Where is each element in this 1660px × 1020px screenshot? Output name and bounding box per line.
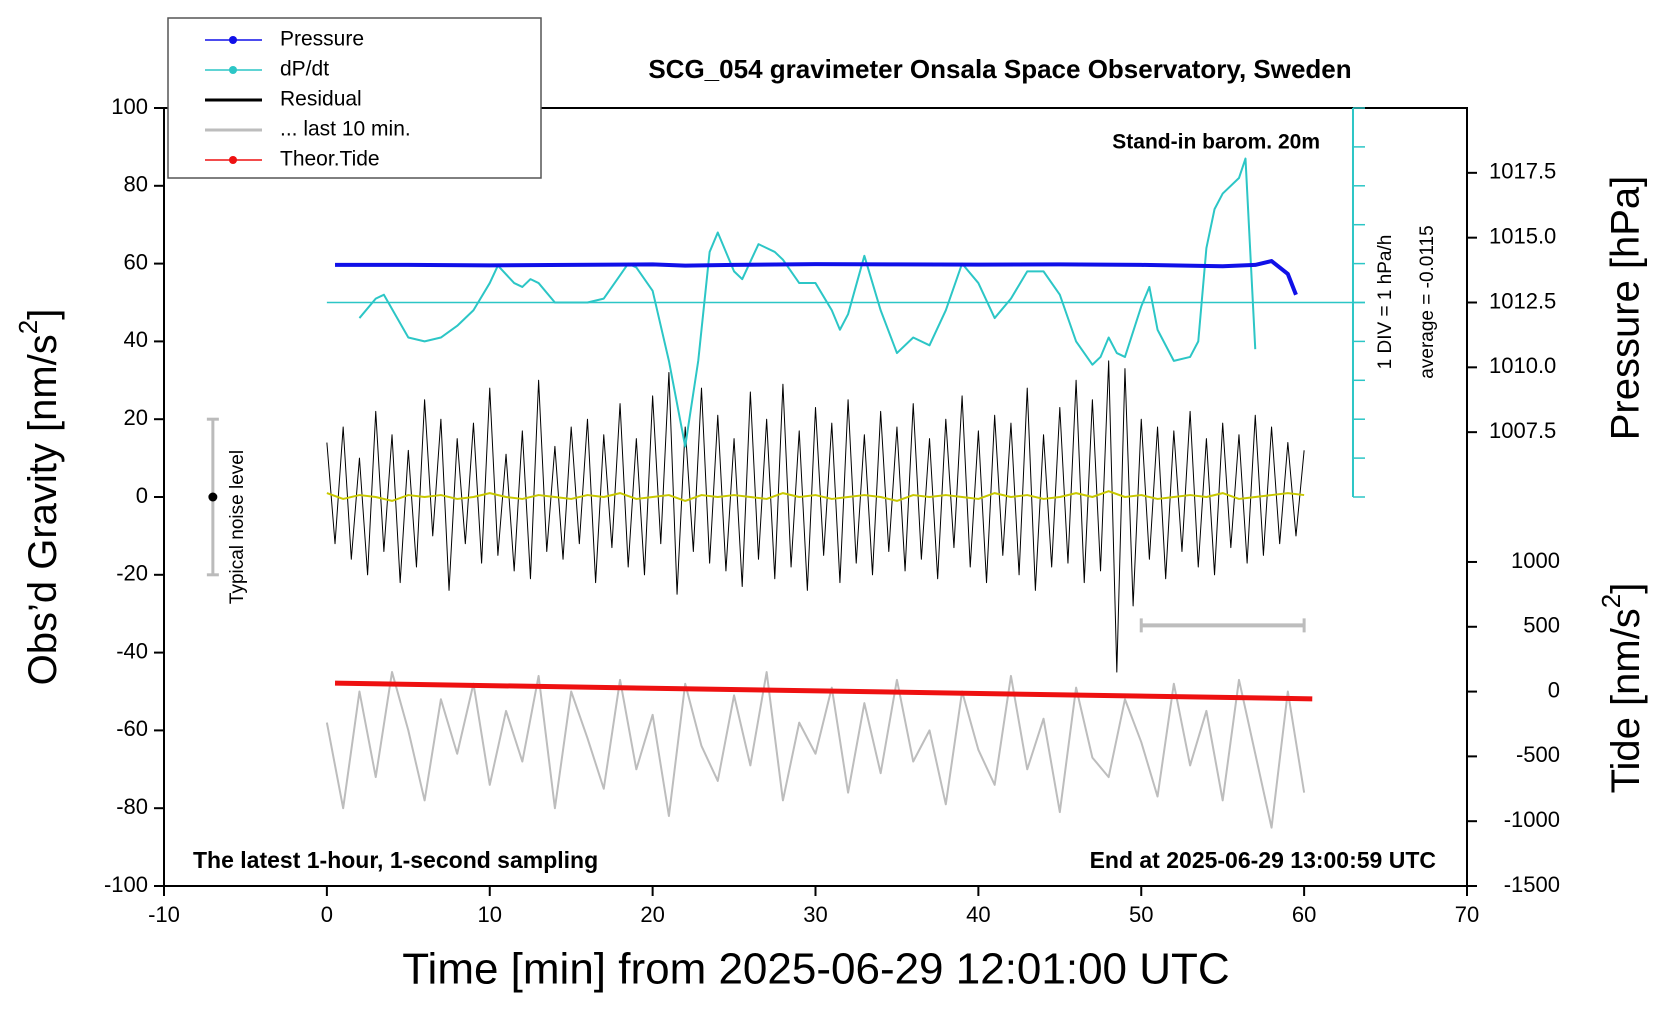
x-tick-label: 30 (803, 902, 827, 927)
legend-label: Theor.Tide (280, 148, 380, 171)
legend-marker (229, 156, 237, 164)
y3-tick-label: -500 (1516, 742, 1560, 767)
x-tick-label: 0 (321, 902, 333, 927)
y2-tick-label: 1015.0 (1489, 223, 1556, 248)
series-line (358, 157, 1257, 448)
y-tick-label: -100 (104, 872, 148, 897)
y-tick-label: -60 (116, 716, 148, 741)
series-line (325, 671, 1306, 829)
footer-left: The latest 1-hour, 1-second sampling (193, 847, 598, 873)
subtitle: Stand-in barom. 20m (1112, 131, 1320, 154)
legend-label: Pressure (280, 28, 364, 51)
y3-tick-label: -1500 (1504, 872, 1560, 897)
y3-tick-label: -1000 (1504, 807, 1560, 832)
y3-tick-label: 1000 (1511, 548, 1560, 573)
y-tick-label: 100 (111, 94, 148, 119)
footer-right: End at 2025-06-29 13:00:59 UTC (1090, 847, 1436, 873)
y3-axis-label-sup: 2 (1596, 594, 1626, 608)
series-line (326, 360, 1305, 673)
y3-tick-label: 0 (1548, 677, 1560, 702)
x-tick-label: 40 (966, 902, 990, 927)
y-axis-label-text: Obs’d Gravity [nm/s (21, 334, 65, 685)
y-tick-label: 80 (124, 172, 148, 197)
x-tick-label: 60 (1292, 902, 1316, 927)
legend-box (167, 17, 542, 179)
y-tick-label: 40 (124, 327, 148, 352)
x-tick-label: 20 (640, 902, 664, 927)
series-line (326, 490, 1305, 502)
y-tick-label: -80 (116, 794, 148, 819)
legend: Pressure dP/dt Residual ... last 10 min. The… (167, 17, 542, 179)
x-tick-label: -10 (148, 902, 180, 927)
y-axis-label-sup: 2 (13, 320, 43, 334)
y-tick-label: 0 (136, 483, 148, 508)
legend-label: Residual (280, 88, 362, 111)
x-tick-label: 70 (1455, 902, 1479, 927)
y-tick-label: 20 (124, 405, 148, 430)
noise-label: Typical noise level (227, 450, 248, 604)
y3-axis-label-text: Tide [nm/s (1604, 608, 1648, 793)
y3-axis-label: Tide [nm/s2] (1596, 583, 1648, 794)
legend-label: ... last 10 min. (280, 118, 411, 141)
y3-tick-label: 500 (1523, 613, 1560, 638)
series-line (335, 259, 1298, 296)
y2-tick-label: 1012.5 (1489, 288, 1556, 313)
y2-tick-label: 1017.5 (1489, 159, 1556, 184)
noise-center (208, 492, 218, 502)
dpdt-average-label: average = -0.0115 (1417, 225, 1438, 378)
dpdt-div-label: 1 DIV = 1 hPa/h (1375, 235, 1396, 370)
y2-tick-label: 1010.0 (1489, 353, 1556, 378)
x-tick-label: 10 (478, 902, 502, 927)
y-tick-label: -40 (116, 638, 148, 663)
chart-title: SCG_054 gravimeter Onsala Space Observat… (648, 54, 1351, 84)
y3-axis-label-end: ] (1604, 583, 1648, 594)
legend-label: dP/dt (280, 58, 329, 81)
legend-marker (229, 36, 237, 44)
y2-tick-label: 1007.5 (1489, 418, 1556, 443)
y-axis-label-end: ] (21, 309, 65, 320)
series-line (334, 680, 1313, 702)
y-axis-label: Obs’d Gravity [nm/s2] (13, 309, 65, 686)
x-axis-label: Time [min] from 2025-06-29 12:01:00 UTC (402, 945, 1229, 994)
y-tick-label: 60 (124, 249, 148, 274)
y2-axis-label: Pressure [hPa] (1604, 176, 1648, 441)
legend-marker (229, 66, 237, 74)
plot-frame (163, 107, 1468, 887)
x-tick-label: 50 (1129, 902, 1153, 927)
y-tick-label: -20 (116, 561, 148, 586)
